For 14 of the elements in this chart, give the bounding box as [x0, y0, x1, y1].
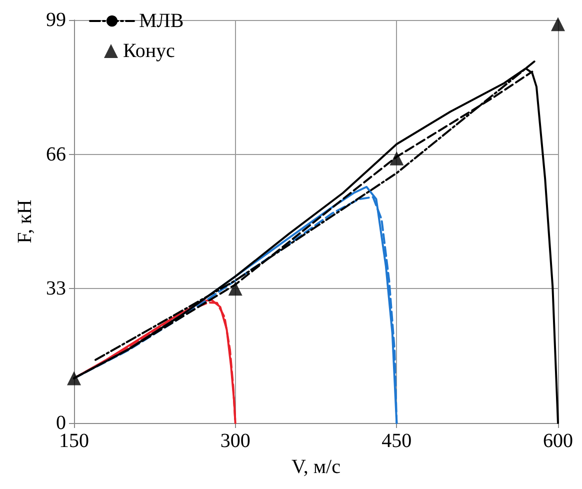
x-tick-label: 300: [220, 430, 250, 452]
x-axis-title: V, м/с: [292, 456, 341, 478]
point: [551, 17, 565, 32]
y-tick-label: 99: [46, 9, 66, 31]
legend-label: МЛВ: [139, 10, 184, 32]
x-tick-label: 450: [382, 430, 412, 452]
y-axis-title: F, кН: [14, 200, 36, 244]
point: [390, 151, 404, 166]
point: [228, 282, 242, 296]
point: [67, 371, 81, 386]
y-tick-label: 33: [46, 278, 66, 300]
x-tick-label: 600: [543, 430, 573, 452]
legend-label: Конус: [123, 40, 176, 62]
y-tick-label: 66: [46, 143, 66, 166]
